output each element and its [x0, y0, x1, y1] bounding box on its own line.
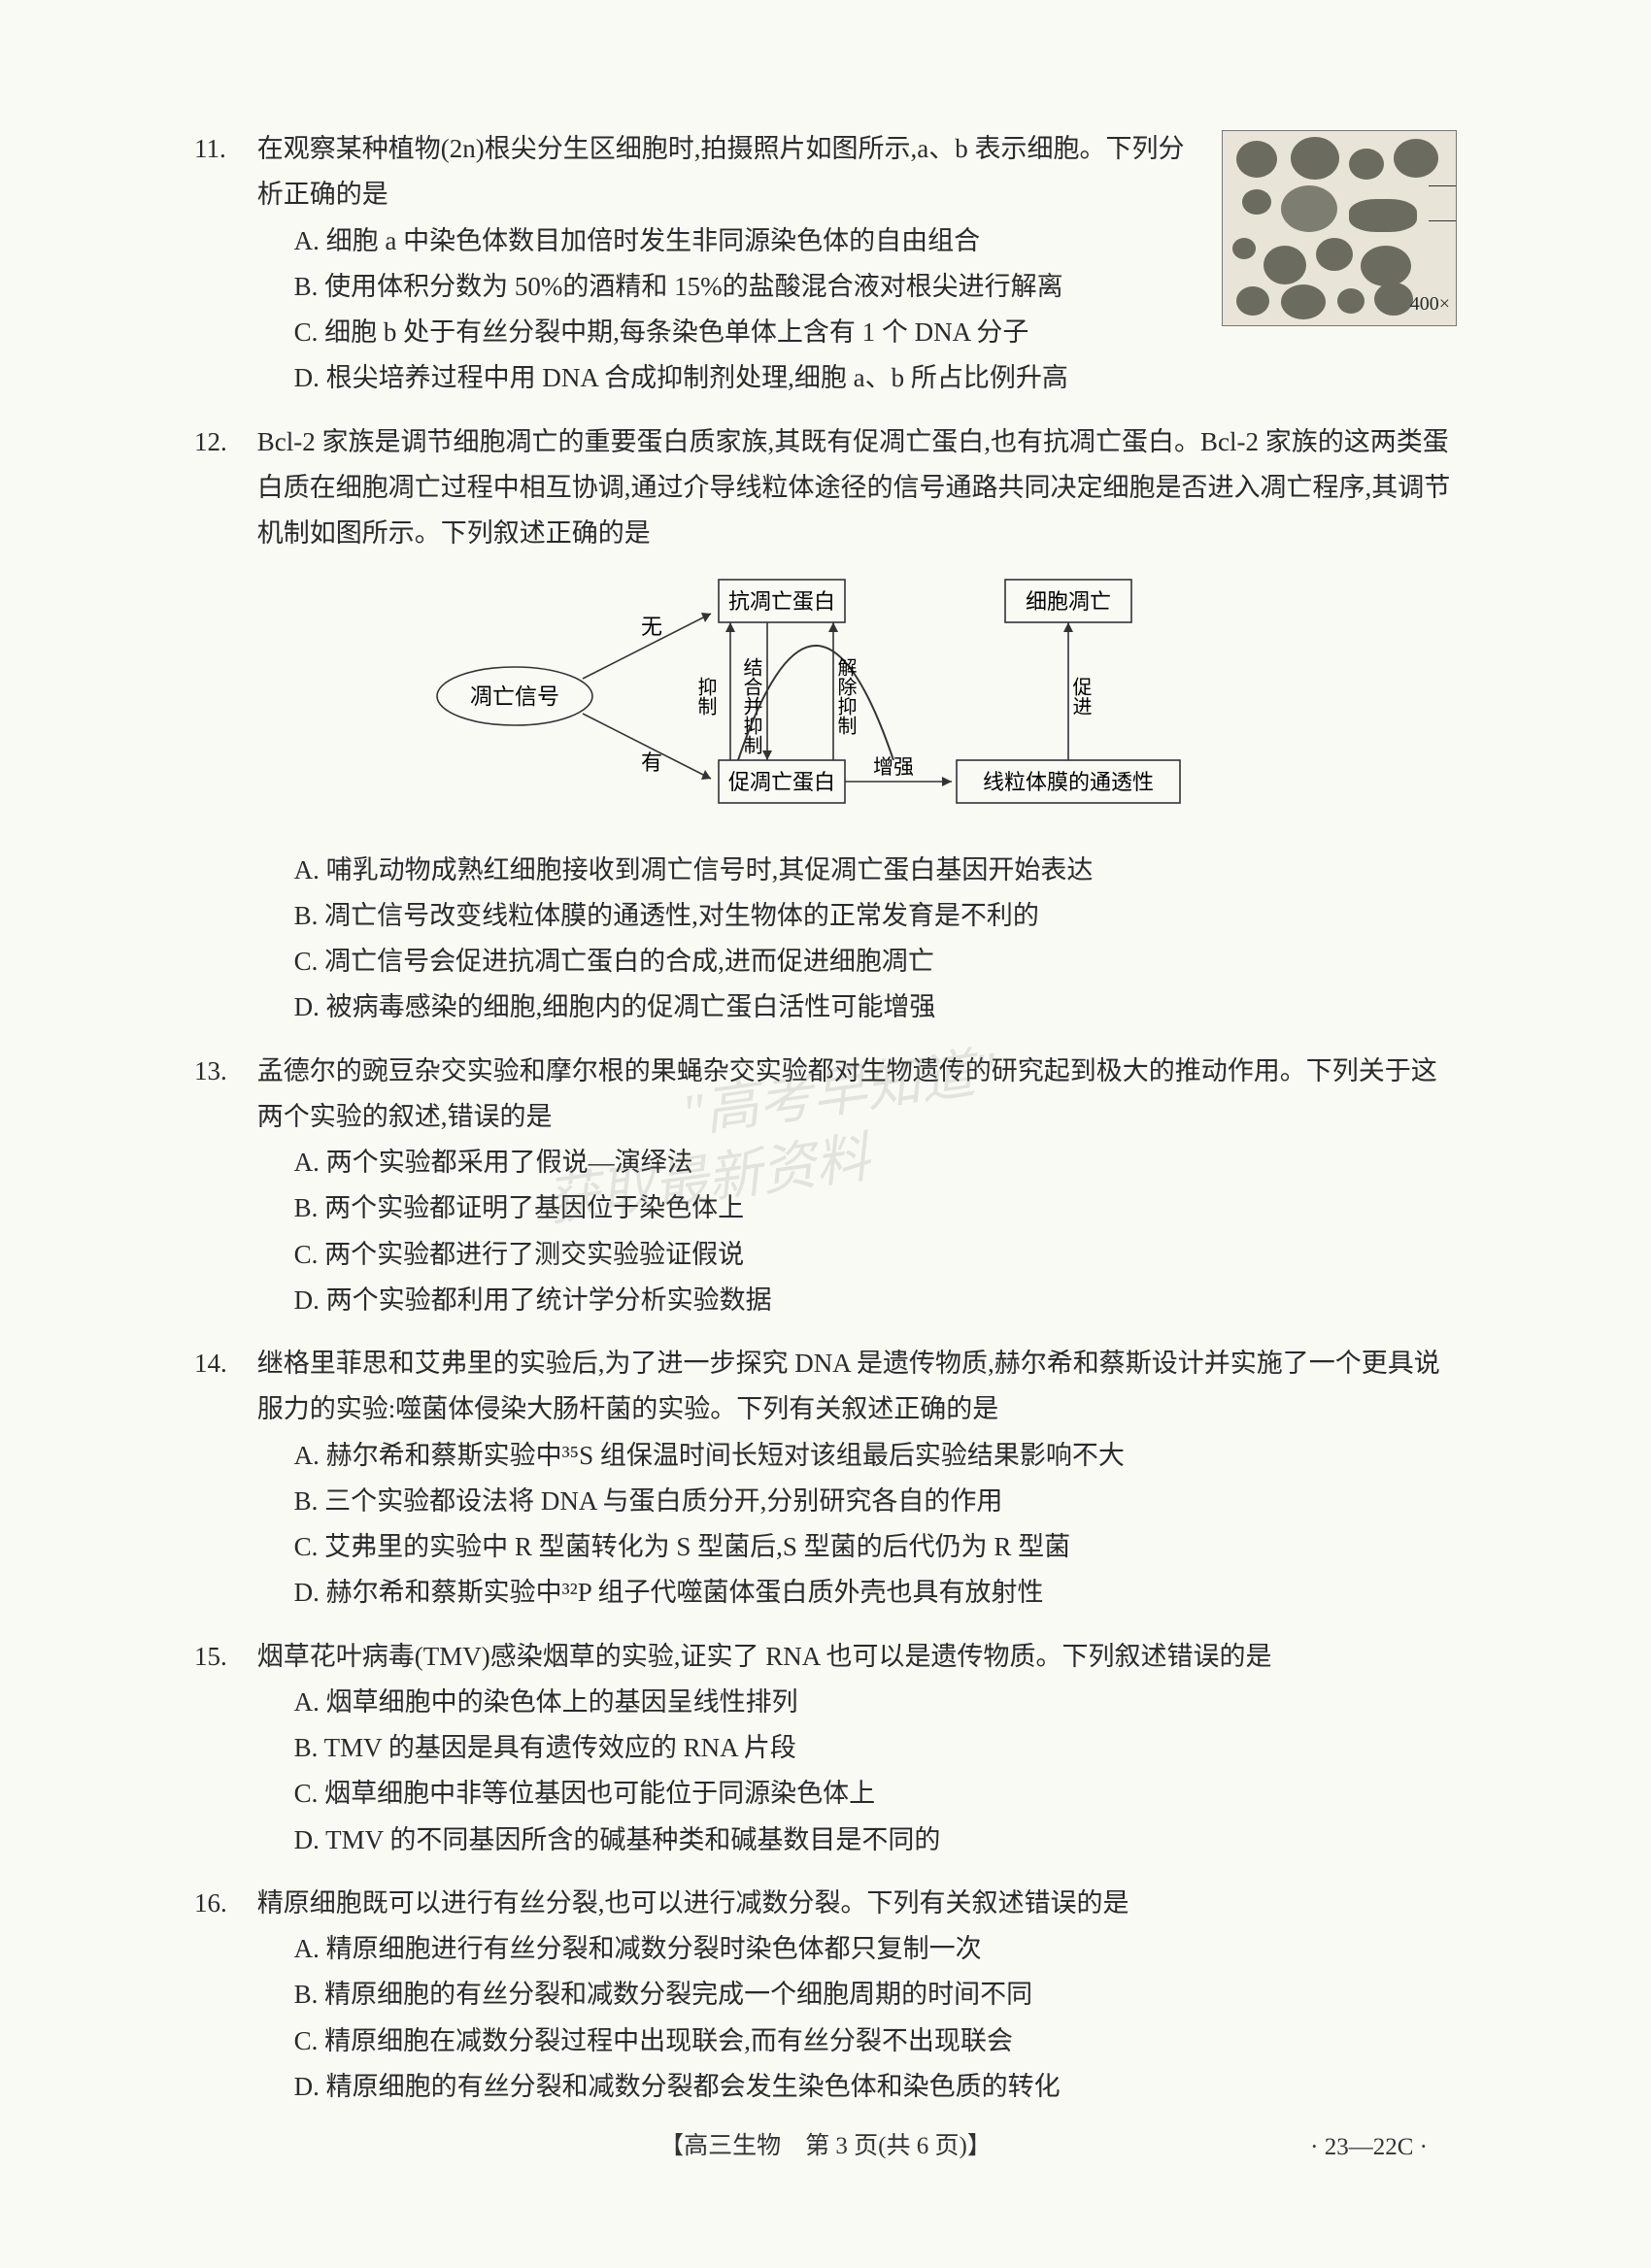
- q15-opt-c: C. 烟草细胞中非等位基因也可能位于同源染色体上: [294, 1771, 1457, 1817]
- q12-opt-c: C. 凋亡信号会促进抗凋亡蛋白的合成,进而促进细胞凋亡: [294, 939, 1457, 984]
- q16-opt-d: D. 精原细胞的有丝分裂和减数分裂都会发生染色体和染色质的转化: [294, 2064, 1457, 2110]
- page-footer: 【高三生物 第 3 页(共 6 页)】 · 23—22C ·: [0, 2126, 1651, 2161]
- q14-options: A. 赫尔希和蔡斯实验中³⁵S 组保温时间长短对该组最后实验结果影响不大 B. …: [194, 1433, 1457, 1617]
- q15-opt-d: D. TMV 的不同基因所含的碱基种类和碱基数目是不同的: [294, 1818, 1457, 1863]
- exam-page: a b 400× 11.在观察某种植物(2n)根尖分生区细胞时,拍摄照片如图所示…: [0, 0, 1651, 2268]
- q15-stem: 15.烟草花叶病毒(TMV)感染烟草的实验,证实了 RNA 也可以是遗传物质。下…: [194, 1634, 1457, 1680]
- q12-opt-b: B. 凋亡信号改变线粒体膜的通透性,对生物体的正常发育是不利的: [294, 893, 1457, 939]
- question-11: a b 400× 11.在观察某种植物(2n)根尖分生区细胞时,拍摄照片如图所示…: [194, 126, 1457, 402]
- q16-opt-b: B. 精原细胞的有丝分裂和减数分裂完成一个细胞周期的时间不同: [294, 1972, 1457, 2018]
- question-15: 15.烟草花叶病毒(TMV)感染烟草的实验,证实了 RNA 也可以是遗传物质。下…: [194, 1634, 1457, 1863]
- apoptosis-diagram: 凋亡信号 无 有 抗凋亡蛋白 促凋亡蛋白 抑制: [427, 570, 1224, 837]
- micrograph-figure: a b 400×: [1222, 130, 1457, 326]
- diag-none: 无: [641, 615, 662, 639]
- diag-mito: 线粒体膜的通透性: [983, 770, 1154, 794]
- q15-options: A. 烟草细胞中的染色体上的基因呈线性排列 B. TMV 的基因是具有遗传效应的…: [194, 1680, 1457, 1863]
- q13-opt-c: C. 两个实验都进行了测交实验验证假说: [294, 1232, 1457, 1278]
- q12-options: A. 哺乳动物成熟红细胞接收到凋亡信号时,其促凋亡蛋白基因开始表达 B. 凋亡信…: [194, 848, 1457, 1031]
- q16-opt-c: C. 精原细胞在减数分裂过程中出现联会,而有丝分裂不出现联会: [294, 2018, 1457, 2064]
- question-14: 14.继格里菲思和艾弗里的实验后,为了进一步探究 DNA 是遗传物质,赫尔希和蔡…: [194, 1341, 1457, 1617]
- diag-enhance: 增强: [873, 755, 914, 779]
- q13-opt-a: A. 两个实验都采用了假说—演绎法: [294, 1140, 1457, 1185]
- q13-options: A. 两个实验都采用了假说—演绎法 B. 两个实验都证明了基因位于染色体上 C.…: [194, 1140, 1457, 1323]
- q14-opt-a: A. 赫尔希和蔡斯实验中³⁵S 组保温时间长短对该组最后实验结果影响不大: [294, 1433, 1457, 1479]
- question-13: 13.孟德尔的豌豆杂交实验和摩尔根的果蝇杂交实验都对生物遗传的研究起到极大的推动…: [194, 1049, 1457, 1324]
- diag-inhibit-1: 抑制: [694, 677, 717, 716]
- micrograph-scale: 400×: [1410, 287, 1450, 321]
- question-12: 12.Bcl-2 家族是调节细胞凋亡的重要蛋白质家族,其既有促凋亡蛋白,也有抗凋…: [194, 419, 1457, 1031]
- q14-opt-b: B. 三个实验都设法将 DNA 与蛋白质分开,分别研究各自的作用: [294, 1479, 1457, 1524]
- footer-code: · 23—22C ·: [1310, 2134, 1428, 2161]
- q11-opt-d: D. 根尖培养过程中用 DNA 合成抑制剂处理,细胞 a、b 所占比例升高: [294, 355, 1457, 401]
- diag-has: 有: [641, 750, 662, 775]
- q13-opt-d: D. 两个实验都利用了统计学分析实验数据: [294, 1278, 1457, 1323]
- q14-opt-c: C. 艾弗里的实验中 R 型菌转化为 S 型菌后,S 型菌的后代仍为 R 型菌: [294, 1524, 1457, 1570]
- question-16: 16.精原细胞既可以进行有丝分裂,也可以进行减数分裂。下列有关叙述错误的是 A.…: [194, 1881, 1457, 2110]
- diag-promote: 促进: [1069, 677, 1092, 716]
- diag-signal: 凋亡信号: [470, 684, 559, 709]
- q14-opt-d: D. 赫尔希和蔡斯实验中³²P 组子代噬菌体蛋白质外壳也具有放射性: [294, 1570, 1457, 1616]
- diag-pro: 促凋亡蛋白: [728, 770, 835, 794]
- q12-stem: 12.Bcl-2 家族是调节细胞凋亡的重要蛋白质家族,其既有促凋亡蛋白,也有抗凋…: [194, 419, 1457, 557]
- diag-anti: 抗凋亡蛋白: [728, 589, 835, 614]
- q15-opt-a: A. 烟草细胞中的染色体上的基因呈线性排列: [294, 1680, 1457, 1725]
- q16-opt-a: A. 精原细胞进行有丝分裂和减数分裂时染色体都只复制一次: [294, 1926, 1457, 1972]
- footer-center: 【高三生物 第 3 页(共 6 页)】: [659, 2133, 992, 2159]
- q12-opt-a: A. 哺乳动物成熟红细胞接收到凋亡信号时,其促凋亡蛋白基因开始表达: [294, 848, 1457, 893]
- diag-apoptosis: 细胞凋亡: [1026, 589, 1111, 614]
- q16-options: A. 精原细胞进行有丝分裂和减数分裂时染色体都只复制一次 B. 精原细胞的有丝分…: [194, 1926, 1457, 2110]
- q13-stem: 13.孟德尔的豌豆杂交实验和摩尔根的果蝇杂交实验都对生物遗传的研究起到极大的推动…: [194, 1049, 1457, 1141]
- q13-opt-b: B. 两个实验都证明了基因位于染色体上: [294, 1185, 1457, 1231]
- diag-release: 解除抑制: [834, 657, 857, 735]
- q16-stem: 16.精原细胞既可以进行有丝分裂,也可以进行减数分裂。下列有关叙述错误的是: [194, 1881, 1457, 1926]
- q12-opt-d: D. 被病毒感染的细胞,细胞内的促凋亡蛋白活性可能增强: [294, 984, 1457, 1030]
- q14-stem: 14.继格里菲思和艾弗里的实验后,为了进一步探究 DNA 是遗传物质,赫尔希和蔡…: [194, 1341, 1457, 1433]
- q15-opt-b: B. TMV 的基因是具有遗传效应的 RNA 片段: [294, 1725, 1457, 1771]
